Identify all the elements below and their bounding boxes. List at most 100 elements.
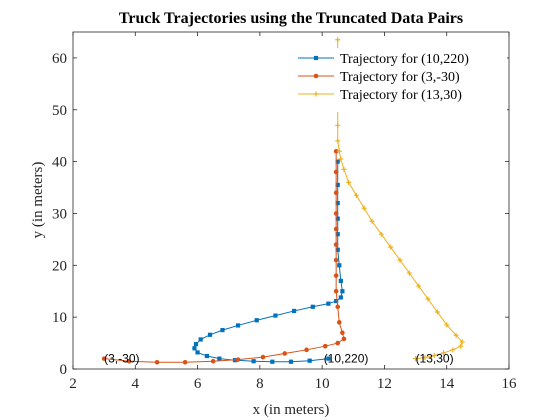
data-point [338, 295, 343, 300]
x-tick-label: 10 [315, 376, 330, 392]
data-point [340, 330, 345, 336]
x-tick-label: 16 [502, 376, 518, 392]
data-point [341, 166, 347, 172]
data-point [270, 359, 275, 364]
x-tick-label: 8 [256, 376, 264, 392]
y-tick-label: 60 [52, 51, 67, 67]
data-point [333, 288, 339, 294]
data-point [333, 242, 339, 247]
data-point [192, 346, 197, 351]
legend-label: Trajectory for (10,220) [340, 52, 469, 67]
data-point [434, 309, 440, 315]
data-point [304, 347, 309, 353]
series-3 [335, 37, 465, 362]
data-point [260, 354, 266, 360]
point-annotation: (3,-30) [104, 352, 139, 366]
data-point [288, 359, 294, 364]
y-tick-label: 40 [52, 155, 67, 171]
data-point [335, 37, 341, 43]
data-point [458, 343, 464, 349]
data-point [425, 296, 431, 302]
data-point [273, 313, 278, 318]
data-point [378, 231, 384, 237]
data-point [336, 320, 342, 325]
x-axis-ticks: 2 4 6 8 10 12 14 16 [69, 32, 517, 392]
x-axis-label: x (in meters) [253, 402, 330, 418]
y-tick-label: 30 [52, 206, 67, 222]
data-point [235, 357, 241, 362]
data-point [341, 336, 347, 342]
x-tick-label: 12 [377, 376, 392, 392]
x-tick-label: 4 [132, 376, 140, 392]
data-point [441, 350, 447, 356]
axes-frame [72, 31, 510, 370]
series-line [337, 39, 463, 360]
y-axis-label: y (in meters) [30, 162, 46, 239]
point-annotation: (10,220) [324, 352, 369, 366]
data-point [307, 358, 312, 363]
data-point [193, 342, 199, 347]
data-point [333, 226, 339, 232]
data-point [444, 322, 450, 328]
data-point [210, 358, 216, 364]
data-point [195, 350, 200, 355]
data-point [361, 205, 367, 211]
data-point [154, 359, 160, 365]
axes-box [72, 31, 510, 370]
legend-marker [313, 73, 319, 79]
data-point [337, 263, 342, 268]
legend-label: Trajectory for (3,-30) [340, 70, 460, 85]
x-tick-label: 14 [439, 376, 455, 392]
data-point [459, 339, 465, 345]
x-tick-label: 2 [69, 376, 77, 392]
y-tick-label: 50 [52, 103, 67, 119]
data-point [326, 301, 331, 306]
data-point [453, 332, 459, 338]
y-tick-label: 20 [52, 258, 67, 274]
legend-marker [313, 91, 319, 97]
data-point [333, 211, 339, 216]
data-point [346, 179, 352, 185]
legend-box [294, 48, 507, 112]
legend-item: Trajectory for (13,30) [298, 88, 462, 103]
series-line [104, 151, 345, 363]
data-point [333, 190, 339, 196]
plot-content [101, 37, 465, 365]
data-point [335, 122, 341, 128]
data-point [397, 257, 403, 263]
y-tick-label: 0 [60, 362, 68, 378]
data-point [198, 337, 203, 342]
data-point [431, 353, 437, 359]
data-point [333, 273, 339, 278]
data-point [422, 355, 428, 361]
y-axis-ticks: 0 10 20 30 40 50 60 [52, 51, 509, 378]
data-point [235, 323, 241, 328]
data-point [450, 347, 456, 353]
data-point [338, 156, 344, 162]
data-point [369, 218, 375, 224]
legend: Trajectory for (10,220) Trajectory for (3… [294, 48, 507, 112]
data-point [335, 138, 341, 144]
data-point [413, 356, 419, 362]
data-point [126, 358, 132, 364]
data-point [335, 340, 341, 346]
data-point [220, 328, 225, 333]
data-point [388, 244, 394, 250]
data-point [406, 270, 412, 276]
data-point [207, 332, 213, 337]
data-point [334, 298, 339, 304]
data-point [310, 304, 315, 309]
data-point [326, 356, 331, 361]
annotations: (3,-30) (10,220) (13,30) [104, 352, 453, 366]
data-point [338, 278, 343, 283]
y-tick-label: 10 [52, 310, 67, 326]
legend-marker [313, 55, 319, 61]
chart-title: Truck Trajectories using the Truncated D… [119, 10, 463, 27]
data-point [416, 283, 422, 289]
data-point [251, 359, 256, 364]
data-point [322, 343, 328, 349]
data-point [204, 353, 210, 359]
legend-label: Trajectory for (13,30) [340, 88, 462, 103]
data-point [333, 169, 339, 175]
